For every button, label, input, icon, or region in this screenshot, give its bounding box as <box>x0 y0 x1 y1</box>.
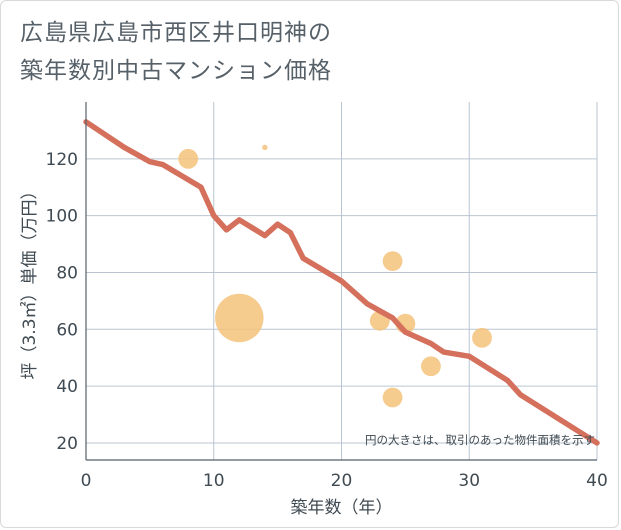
chart-title-line-2: 築年数別中古マンション価格 <box>20 58 332 84</box>
y-tick-label: 40 <box>56 377 78 397</box>
x-tick-label: 0 <box>81 471 92 491</box>
size-annotation: 円の大きさは、取引のあった物件面積を示す <box>365 433 595 447</box>
tick-labels: 0 10 20 30 40 20 40 60 80 100 120 <box>46 150 608 491</box>
y-tick-label: 20 <box>56 434 78 454</box>
y-tick-label: 80 <box>56 263 78 283</box>
x-tick-label: 10 <box>203 471 225 491</box>
x-tick-label: 30 <box>458 471 480 491</box>
x-tick-label: 40 <box>586 471 608 491</box>
bubble-point <box>421 356 441 377</box>
x-tick-label: 20 <box>331 471 353 491</box>
bubble-point <box>472 327 492 348</box>
chart-title: 広島県広島市西区井口明神の 築年数別中古マンション価格 <box>20 14 332 90</box>
grid-lines <box>86 102 598 460</box>
chart-title-line-1: 広島県広島市西区井口明神の <box>20 20 332 46</box>
trend-line <box>83 119 600 446</box>
bubble-point <box>178 148 199 169</box>
trend-series <box>83 119 600 446</box>
y-tick-label: 60 <box>56 320 78 340</box>
bubble-point <box>382 387 403 408</box>
y-axis-label: 坪（3.3㎡）単価（万円） <box>20 182 40 379</box>
bubble-point <box>262 144 268 151</box>
bubble-point <box>215 293 264 343</box>
x-axis-label: 築年数（年） <box>291 498 393 518</box>
y-tick-label: 120 <box>46 150 78 170</box>
y-tick-label: 100 <box>46 207 78 227</box>
bubble-point <box>382 251 403 272</box>
axes <box>85 102 597 461</box>
